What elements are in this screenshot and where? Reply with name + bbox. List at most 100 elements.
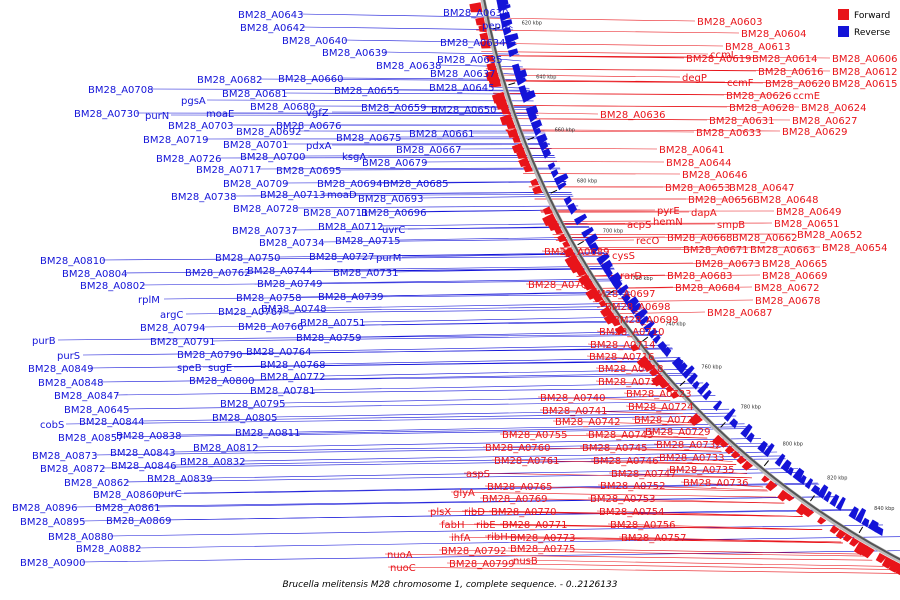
reverse-gene-label: BM28_A0791 (150, 337, 216, 348)
reverse-gene-label: BM28_A0712 (318, 222, 384, 233)
forward-gene-glyph (817, 516, 827, 525)
leader-line (608, 472, 752, 479)
leader-line (119, 428, 750, 438)
forward-gene-label: BM28_A0792 (441, 546, 507, 557)
reverse-gene-glyph (763, 443, 775, 458)
reverse-gene-glyph (533, 127, 541, 137)
reverse-gene-label: BM28_A0805 (212, 413, 278, 424)
reverse-gene-label: BM28_A0847 (54, 391, 120, 402)
leader-line (592, 299, 754, 303)
reverse-gene-glyph (817, 484, 829, 499)
leader-line (361, 316, 648, 323)
forward-gene-label: BM28_A0662 (732, 233, 798, 244)
reverse-gene-glyph (854, 507, 867, 524)
reverse-gene-label: BM28_A0640 (282, 36, 348, 47)
forward-gene-glyph (614, 325, 627, 335)
leader-line (595, 367, 645, 372)
leader-line (631, 418, 692, 424)
forward-gene-glyph (724, 445, 736, 455)
leader-line (653, 443, 719, 449)
forward-gene-glyph (795, 503, 810, 516)
forward-gene-label: pyrE (657, 206, 680, 217)
forward-gene-label: BM28_A0669 (762, 271, 828, 282)
reverse-gene-glyph (581, 226, 594, 238)
reverse-gene-label: BM28_A0861 (95, 503, 161, 514)
forward-gene-glyph (486, 54, 495, 62)
leader-line (307, 344, 670, 352)
forward-gene-label: BM28_A0770 (491, 507, 557, 518)
forward-gene-label: recO (636, 236, 660, 247)
leader-line (208, 468, 799, 479)
forward-gene-label: BM28_A0651 (774, 219, 840, 230)
leader-line (170, 114, 539, 116)
reverse-gene-label: sugE (208, 363, 232, 374)
reverse-gene-glyph (643, 320, 655, 333)
reverse-gene-glyph (662, 346, 672, 358)
leader-line (501, 118, 791, 121)
forward-gene-label: BM28_A0683 (667, 271, 733, 282)
reverse-gene-label: BM28_A0790 (177, 350, 243, 361)
leader-line (254, 438, 762, 448)
forward-gene-glyph (842, 533, 853, 542)
forward-gene-label: degP (682, 73, 707, 84)
reverse-gene-label: BM28_A0695 (276, 166, 342, 177)
leader-line (625, 405, 679, 410)
forward-gene-glyph (649, 367, 660, 377)
reverse-gene-label: BM28_A0693 (358, 194, 424, 205)
forward-gene-glyph (881, 556, 895, 569)
forward-gene-label: acpS (627, 220, 651, 231)
leader-line (489, 80, 831, 84)
reverse-gene-label: BM28_A0635 (437, 55, 503, 66)
reverse-gene-label: BM28_A0639 (322, 48, 388, 59)
reverse-gene-glyph (835, 496, 846, 511)
reverse-gene-label: BM28_A0713 (260, 190, 326, 201)
reverse-gene-label: BM28_A0880 (48, 532, 114, 543)
forward-gene-label: BM28_A0741 (542, 406, 608, 417)
reverse-gene-label: BM28_A0679 (362, 158, 428, 169)
leader-line (642, 430, 705, 436)
leader-line (559, 246, 821, 249)
leader-line (273, 408, 730, 418)
forward-gene-label: BM28_A0620 (765, 79, 831, 90)
reverse-gene-label: BM28_A0766 (238, 322, 304, 333)
leader-line (281, 395, 716, 404)
leader-line (154, 483, 820, 495)
forward-gene-label: BM28_A0624 (801, 103, 867, 114)
leader-line (115, 387, 708, 396)
leader-line (311, 382, 704, 391)
reverse-gene-label: BM28_A0675 (336, 133, 402, 144)
leader-line (510, 559, 884, 567)
forward-gene-label: BM28_A0760 (485, 443, 551, 454)
forward-gene-label: dapA (691, 208, 717, 219)
reverse-gene-label: BM28_A0680 (250, 102, 316, 113)
leader-line (618, 536, 843, 544)
leader-line (586, 355, 635, 359)
forward-gene-label: BM28_A0619 (686, 54, 752, 65)
forward-gene-glyph (562, 240, 571, 248)
forward-gene-label: ccmE (793, 91, 820, 102)
leader-line (318, 278, 621, 284)
reverse-gene-label: BM28_A0794 (140, 323, 206, 334)
forward-gene-label: BM28_A0689 (544, 247, 610, 258)
tick-label: 640 kbp (536, 74, 556, 80)
forward-gene-label: BM28_A0725 (634, 415, 700, 426)
forward-gene-glyph (765, 480, 778, 492)
leader-line (81, 550, 900, 563)
reverse-gene-label: BM28_A0810 (40, 256, 106, 267)
forward-gene-glyph (761, 475, 770, 483)
leader-line (276, 253, 605, 258)
leader-line (140, 412, 734, 422)
reverse-gene-label: vgfZ (306, 108, 329, 119)
reverse-gene-label: BM28_A0715 (335, 236, 401, 247)
reverse-gene-glyph (596, 252, 610, 266)
forward-gene-label: BM28_A0668 (667, 233, 733, 244)
reverse-gene-glyph (829, 494, 840, 507)
tick-mark (720, 421, 726, 428)
forward-gene-label: BM28_A0615 (832, 79, 898, 90)
legend-forward-swatch (838, 9, 849, 20)
reverse-gene-glyph (823, 490, 832, 503)
forward-gene-label: BM28_A0633 (696, 128, 762, 139)
forward-gene-label: cysS (612, 251, 635, 262)
forward-gene-label: glyA (453, 488, 475, 499)
forward-gene-label: BM28_A0723 (626, 389, 692, 400)
